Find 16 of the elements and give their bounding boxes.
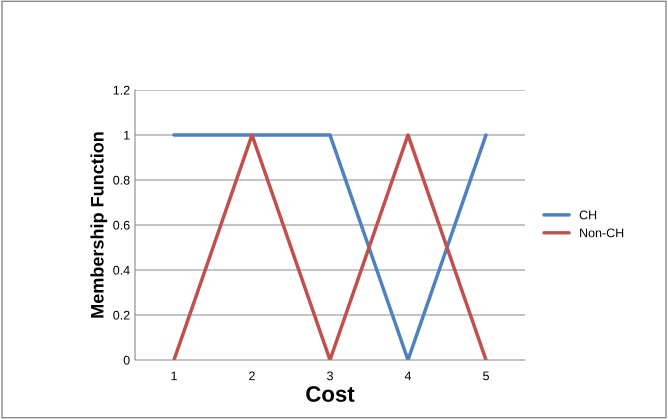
y-axis-title: Membership Function xyxy=(90,132,108,318)
y-tick-label: 0.6 xyxy=(113,220,130,230)
x-tick-label: 1 xyxy=(171,372,177,380)
legend-label: CH xyxy=(580,210,596,220)
x-tick-label: 3 xyxy=(327,371,333,380)
y-tick-label: 0 xyxy=(124,356,130,365)
x-axis-title: Cost xyxy=(306,386,354,402)
y-tick-label: 0.4 xyxy=(113,266,130,275)
x-tick-label: 2 xyxy=(249,371,255,380)
x-tick-label: 5 xyxy=(483,372,489,380)
y-tick-label: 1.2 xyxy=(114,86,130,95)
legend-label: Non-CH xyxy=(580,228,624,238)
y-tick-label: 0.8 xyxy=(113,176,130,185)
y-tick-label: 0.2 xyxy=(113,310,130,320)
y-tick-label: 1 xyxy=(124,130,130,140)
x-tick-label: 4 xyxy=(404,372,412,380)
